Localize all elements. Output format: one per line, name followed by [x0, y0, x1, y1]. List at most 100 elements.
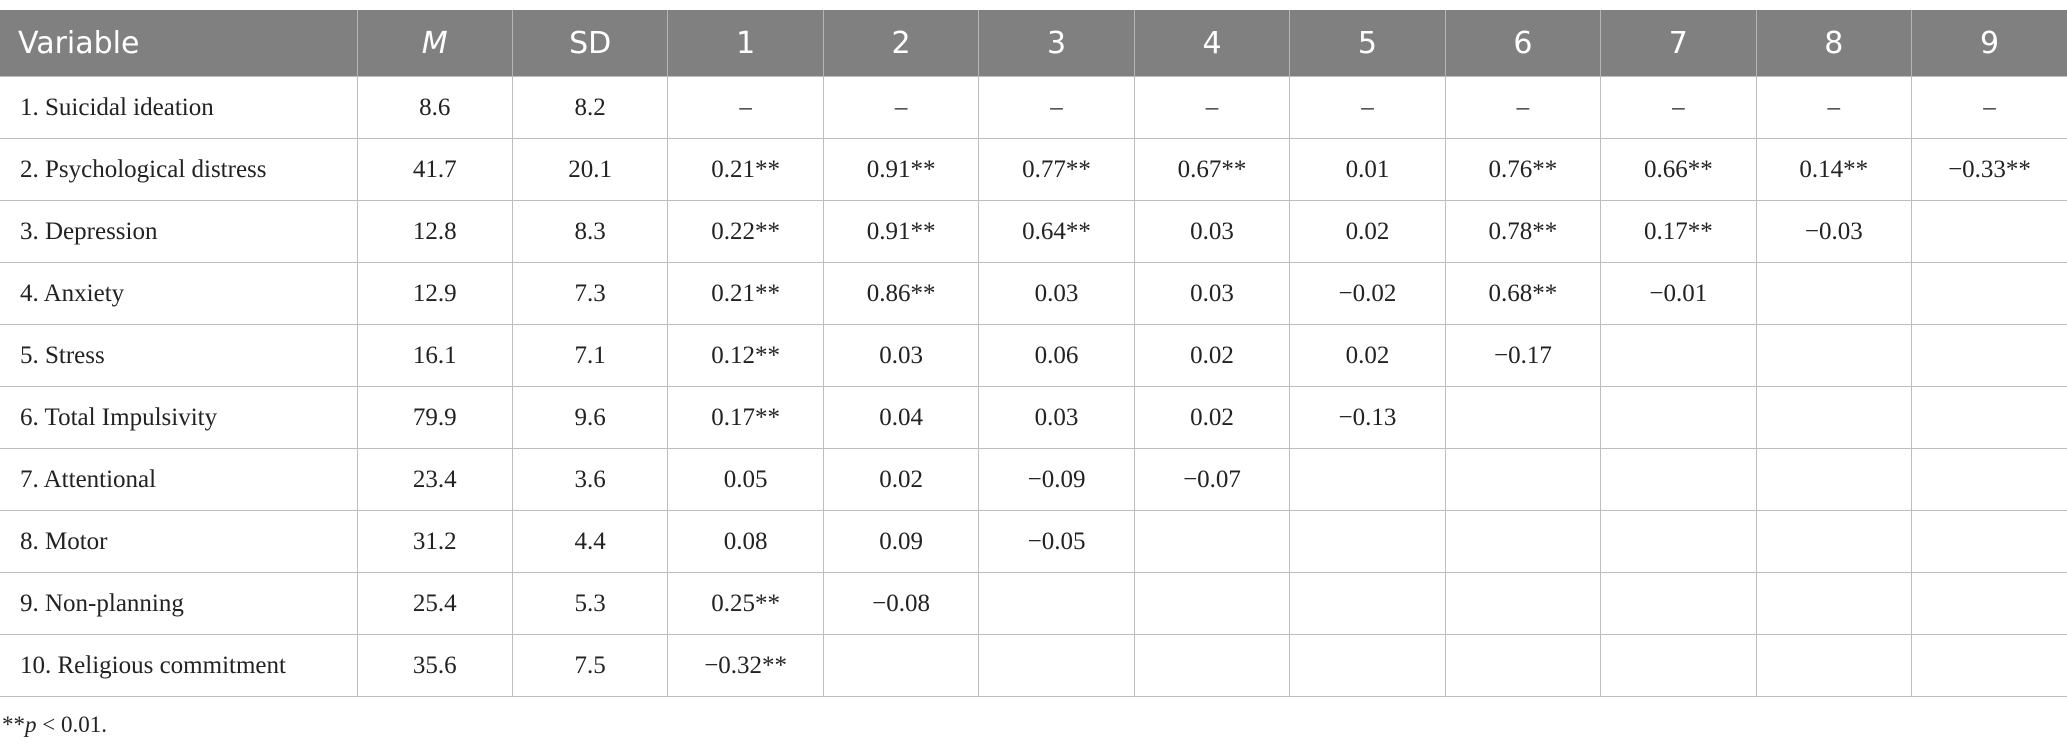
value-cell: 0.86**: [822, 262, 980, 325]
footnote-text: < 0.01.: [36, 712, 107, 737]
table-row: 10. Religious commitment 35.6 7.5 −0.32**: [0, 634, 2067, 697]
empty-cell: [1600, 448, 1757, 511]
value-cell: 0.02: [822, 448, 980, 511]
empty-cell: [1911, 262, 2067, 325]
variable-cell: 2. Psychological distress: [0, 138, 358, 201]
empty-cell: [1133, 510, 1291, 573]
header-row: Variable M SD 1 2 3 4 5 6 7 8 9: [0, 10, 2067, 77]
value-cell: 0.03: [978, 386, 1135, 449]
variable-cell: 10. Religious commitment: [0, 634, 358, 697]
empty-cell: [1755, 634, 1913, 697]
header-cell: M: [356, 10, 513, 77]
value-cell: 0.08: [667, 510, 824, 573]
empty-cell: [1600, 510, 1757, 573]
empty-cell: [1911, 200, 2067, 263]
value-cell: –: [1600, 76, 1757, 139]
empty-cell: [1133, 634, 1291, 697]
header-cell: 6: [1444, 10, 1601, 77]
value-cell: 0.03: [822, 324, 980, 387]
empty-cell: [1444, 448, 1602, 511]
empty-cell: [1600, 634, 1757, 697]
value-cell: 0.14**: [1755, 138, 1913, 201]
variable-cell: 8. Motor: [0, 510, 358, 573]
value-cell: 0.25**: [667, 572, 824, 635]
empty-cell: [1289, 448, 1446, 511]
value-cell: 5.3: [511, 572, 669, 635]
variable-cell: 9. Non-planning: [0, 572, 358, 635]
value-cell: 9.6: [511, 386, 669, 449]
value-cell: 0.03: [978, 262, 1135, 325]
value-cell: 0.64**: [978, 200, 1135, 263]
footnote-mark: **: [2, 712, 25, 737]
value-cell: 12.8: [356, 200, 513, 263]
empty-cell: [1911, 324, 2067, 387]
empty-cell: [1911, 634, 2067, 697]
value-cell: 0.68**: [1444, 262, 1602, 325]
value-cell: 0.77**: [978, 138, 1135, 201]
empty-cell: [1755, 324, 1913, 387]
value-cell: –: [822, 76, 980, 139]
header-cell: 3: [978, 10, 1135, 77]
value-cell: 23.4: [356, 448, 513, 511]
value-cell: 3.6: [511, 448, 669, 511]
header-cell: 8: [1755, 10, 1912, 77]
value-cell: 79.9: [356, 386, 513, 449]
header-cell: 4: [1133, 10, 1290, 77]
value-cell: 7.1: [511, 324, 669, 387]
value-cell: 0.03: [1133, 200, 1291, 263]
value-cell: –: [1911, 76, 2067, 139]
value-cell: 0.21**: [667, 262, 824, 325]
table-row: 2. Psychological distress 41.7 20.1 0.21** 0…: [0, 138, 2067, 201]
variable-cell: 4. Anxiety: [0, 262, 358, 325]
table-row: 6. Total Impulsivity 79.9 9.6 0.17** 0.04 0.0…: [0, 386, 2067, 449]
value-cell: −0.05: [978, 510, 1135, 573]
value-cell: 0.04: [822, 386, 980, 449]
header-cell: 7: [1600, 10, 1757, 77]
value-cell: 8.6: [356, 76, 513, 139]
value-cell: 25.4: [356, 572, 513, 635]
empty-cell: [822, 634, 980, 697]
value-cell: 7.5: [511, 634, 669, 697]
value-cell: 8.3: [511, 200, 669, 263]
empty-cell: [1444, 572, 1602, 635]
value-cell: 0.91**: [822, 138, 980, 201]
value-cell: −0.07: [1133, 448, 1291, 511]
variable-cell: 5. Stress: [0, 324, 358, 387]
footnote-p: p: [25, 712, 37, 737]
empty-cell: [1755, 572, 1913, 635]
value-cell: 0.02: [1133, 324, 1291, 387]
empty-cell: [1755, 510, 1913, 573]
value-cell: 0.22**: [667, 200, 824, 263]
variable-cell: 1. Suicidal ideation: [0, 76, 358, 139]
value-cell: 4.4: [511, 510, 669, 573]
value-cell: 0.03: [1133, 262, 1291, 325]
table-row: 1. Suicidal ideation 8.6 8.2– – – – – – – – –: [0, 76, 2067, 139]
value-cell: 35.6: [356, 634, 513, 697]
value-cell: 0.67**: [1133, 138, 1291, 201]
empty-cell: [1755, 448, 1913, 511]
empty-cell: [1755, 262, 1913, 325]
value-cell: −0.03: [1755, 200, 1913, 263]
value-cell: −0.17: [1444, 324, 1602, 387]
value-cell: 20.1: [511, 138, 669, 201]
variable-cell: 3. Depression: [0, 200, 358, 263]
value-cell: 0.17**: [667, 386, 824, 449]
header-cell: 1: [667, 10, 824, 77]
value-cell: 0.02: [1289, 200, 1446, 263]
value-cell: 0.09: [822, 510, 980, 573]
empty-cell: [1600, 572, 1757, 635]
value-cell: 0.01: [1289, 138, 1446, 201]
table-row: 5. Stress 16.1 7.1 0.12** 0.03 0.06 0.02 0.02 −0…: [0, 324, 2067, 387]
value-cell: 0.78**: [1444, 200, 1602, 263]
value-cell: 0.17**: [1600, 200, 1757, 263]
value-cell: 0.66**: [1600, 138, 1757, 201]
value-cell: 12.9: [356, 262, 513, 325]
empty-cell: [1289, 510, 1446, 573]
header-cell: 9: [1911, 10, 2067, 77]
value-cell: –: [1755, 76, 1913, 139]
value-cell: 0.91**: [822, 200, 980, 263]
correlation-table: Variable M SD 1 2 3 4 5 6 7 8 9 1. Suicidal ideatio…: [0, 10, 2067, 697]
value-cell: −0.13: [1289, 386, 1446, 449]
value-cell: –: [667, 76, 824, 139]
